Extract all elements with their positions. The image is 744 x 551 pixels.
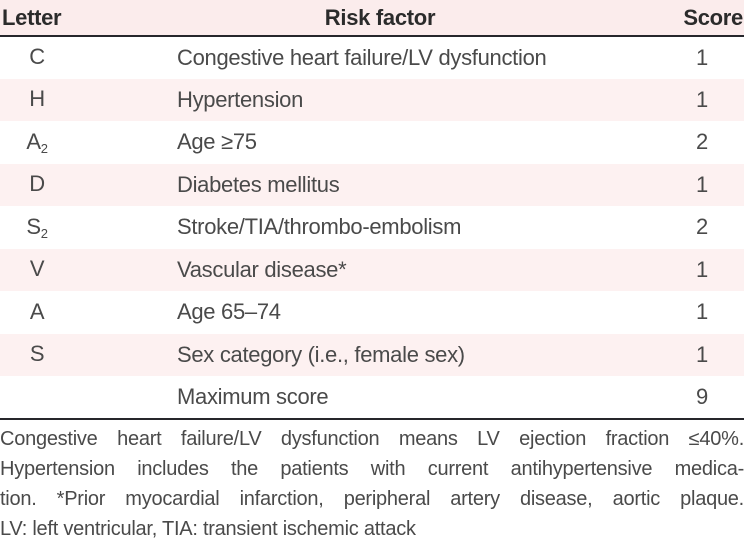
footnote-line: Congestive heart failure/LV dysfunction …: [0, 427, 744, 450]
risk-factor-cell: Maximum score: [177, 383, 329, 409]
score-cell: 1: [696, 171, 708, 197]
letter-cell: A2: [26, 128, 48, 156]
table-row: Maximum score 9: [0, 376, 744, 419]
letter-cell: C: [29, 44, 45, 70]
letter-cell: S2: [26, 213, 48, 241]
footnote-line: LV: left ventricular, TIA: transient isc…: [0, 517, 416, 540]
score-cell: 1: [696, 256, 708, 282]
risk-score-table: Letter Risk factor Score C Congestive he…: [0, 0, 744, 420]
footnote-line: Hypertension includes the patients with …: [0, 457, 744, 480]
table-row: A2 Age ≥75 2: [0, 121, 744, 164]
score-cell: 9: [696, 383, 708, 409]
table-row: C Congestive heart failure/LV dysfunctio…: [0, 36, 744, 79]
column-header-score: Score: [683, 4, 743, 30]
letter-cell: S: [29, 341, 45, 367]
letter-cell: [0, 376, 74, 419]
risk-factor-cell: Vascular disease*: [177, 256, 347, 282]
letter-cell: D: [29, 171, 45, 197]
table-row: S Sex category (i.e., female sex) 1: [0, 333, 744, 376]
table-footnote: Congestive heart failure/LV dysfunction …: [0, 420, 744, 544]
letter-cell: V: [29, 256, 45, 282]
column-header-letter: Letter: [2, 4, 62, 30]
table-row: A Age 65–74 1: [0, 291, 744, 334]
score-cell: 1: [696, 86, 708, 112]
table-row: V Vascular disease* 1: [0, 248, 744, 291]
table-header: Letter Risk factor Score: [0, 0, 744, 36]
risk-factor-cell: Age ≥75: [177, 129, 257, 155]
risk-factor-cell: Stroke/TIA/thrombo-embolism: [177, 214, 462, 240]
score-cell: 2: [696, 214, 708, 240]
risk-factor-cell: Diabetes mellitus: [177, 171, 340, 197]
risk-factor-cell: Hypertension: [177, 86, 304, 112]
letter-cell: H: [29, 86, 45, 112]
table-row: S2 Stroke/TIA/thrombo-embolism 2: [0, 206, 744, 249]
table-header-row: Letter Risk factor Score: [0, 0, 744, 36]
footnote-line: tion. *Prior myocardial infarction, peri…: [0, 487, 744, 510]
letter-cell: A: [29, 298, 45, 324]
table-body: C Congestive heart failure/LV dysfunctio…: [0, 36, 744, 419]
score-cell: 2: [696, 129, 708, 155]
column-header-risk-factor: Risk factor: [324, 4, 436, 30]
risk-factor-cell: Sex category (i.e., female sex): [177, 341, 465, 367]
risk-factor-cell: Congestive heart failure/LV dysfunction: [177, 44, 547, 70]
risk-factor-cell: Age 65–74: [177, 299, 281, 325]
table-row: H Hypertension 1: [0, 78, 744, 121]
score-cell: 1: [696, 44, 708, 70]
score-cell: 1: [696, 341, 708, 367]
table-row: D Diabetes mellitus 1: [0, 163, 744, 206]
score-cell: 1: [696, 299, 708, 325]
